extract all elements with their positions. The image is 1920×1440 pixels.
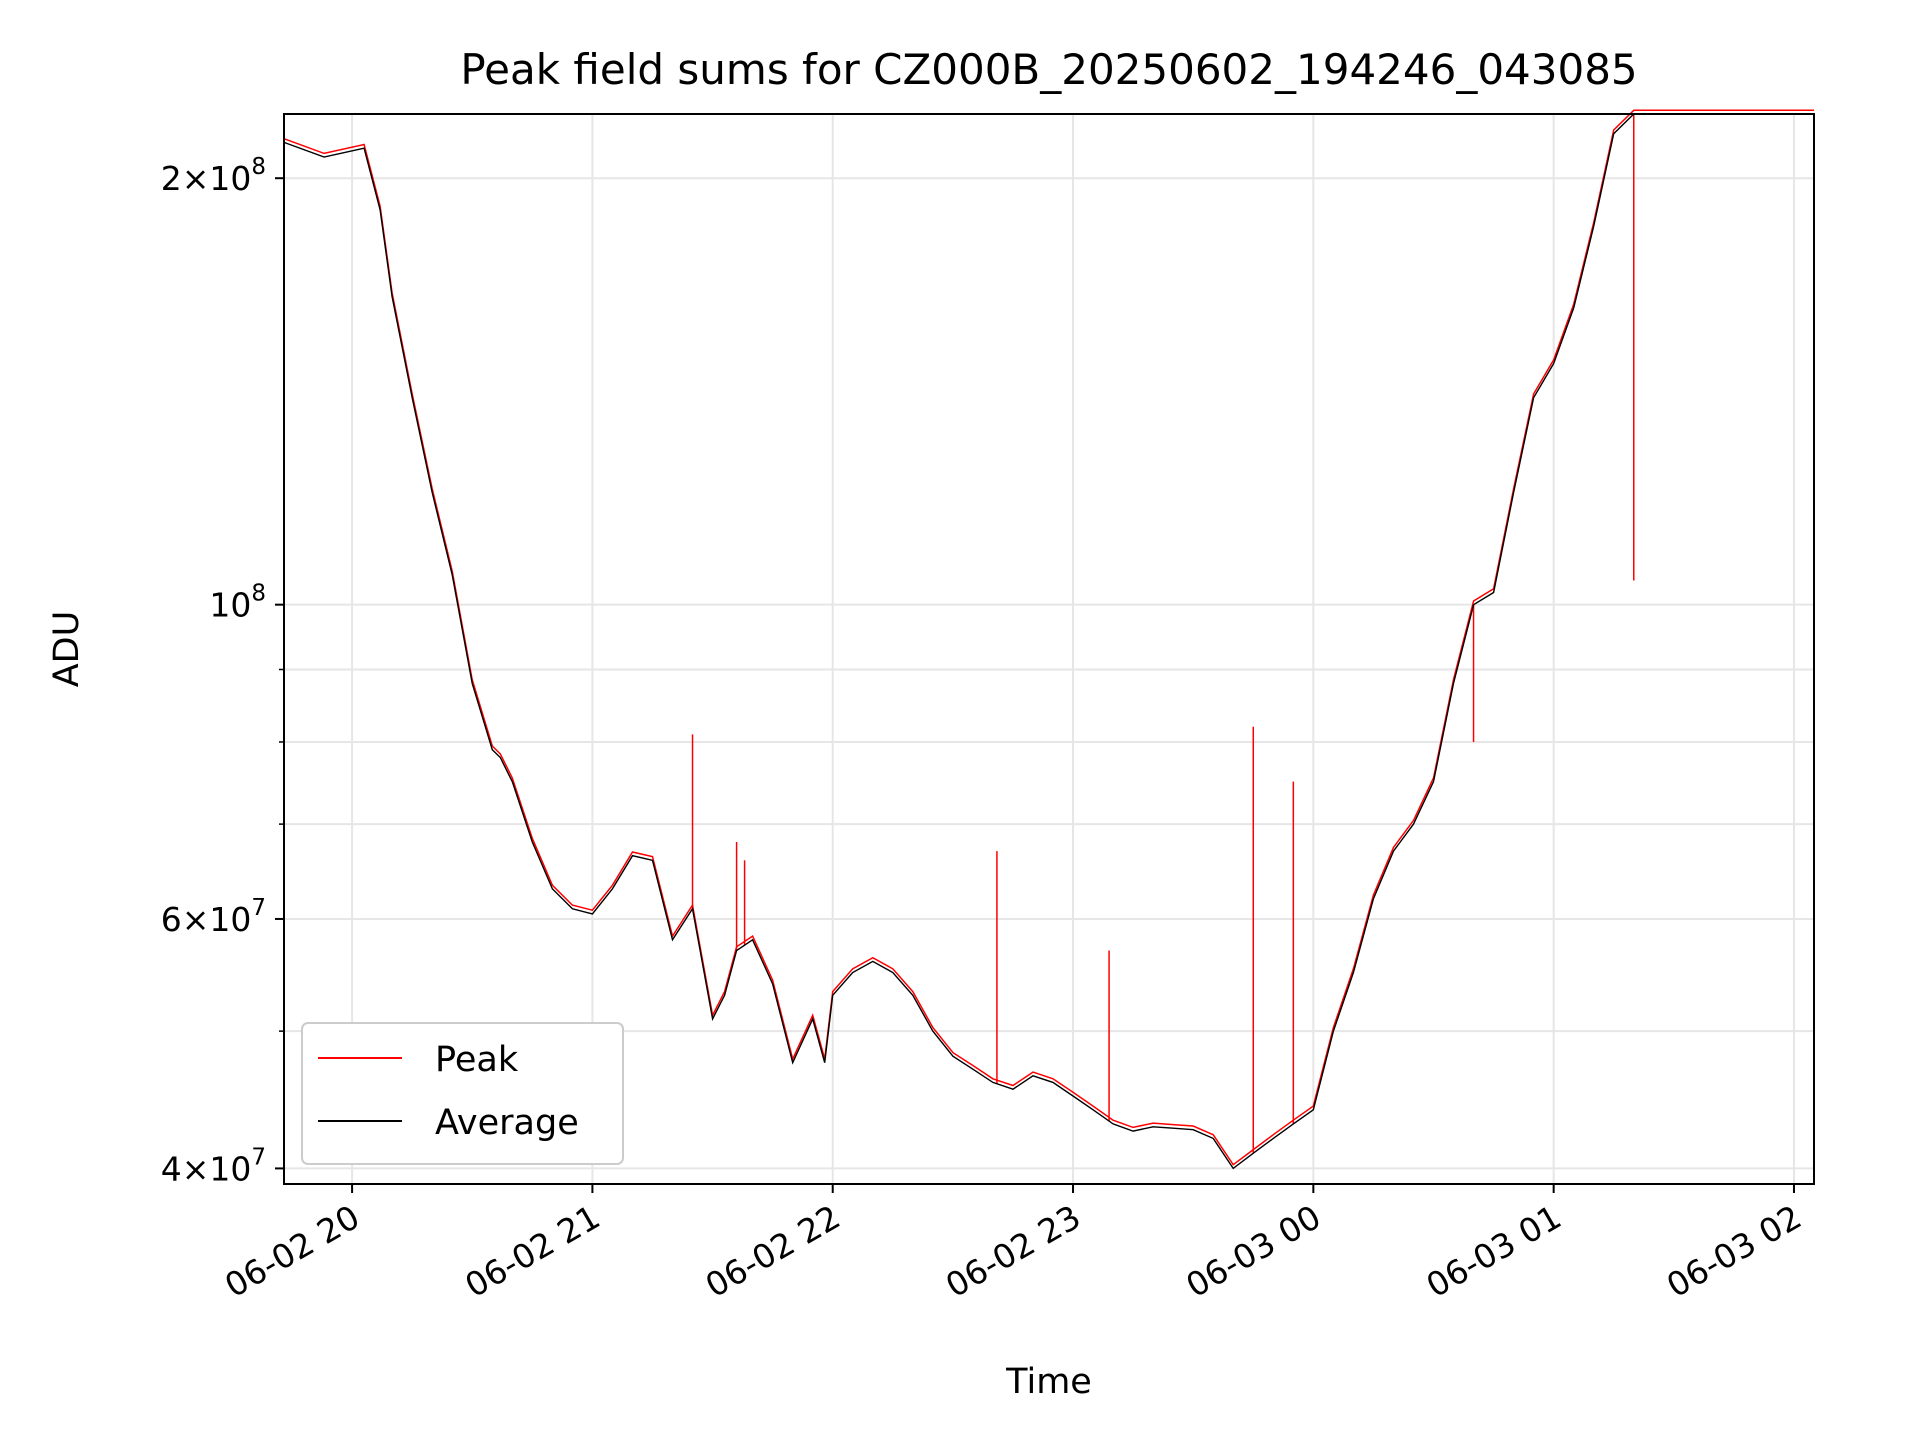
y-tick-label: 108: [209, 581, 266, 625]
plot-frame: [283, 113, 1815, 1185]
y-tick-base: 2×10: [161, 159, 252, 198]
x-tick-label: 06-02 22: [699, 1197, 847, 1305]
y-tick-label: 6×107: [161, 895, 266, 939]
y-tick-base: 4×10: [161, 1149, 252, 1188]
series-layer: [283, 109, 1814, 1170]
legend-label-peak: Peak: [435, 1040, 519, 1080]
x-tick-label: 06-03 01: [1420, 1197, 1568, 1305]
series-line-average: [283, 113, 1814, 1170]
y-axis-label: ADU: [47, 611, 87, 688]
x-axis-label: Time: [1005, 1362, 1092, 1402]
y-tick-base: 10: [209, 586, 251, 625]
grid: [284, 114, 1814, 1184]
legend: Peak Average: [301, 1022, 624, 1165]
y-tick-label: 2×108: [161, 154, 266, 198]
y-tick-exponent: 8: [251, 581, 266, 607]
legend-label-average: Average: [435, 1103, 579, 1143]
y-tick-base: 6×10: [161, 900, 252, 939]
y-tick-exponent: 7: [251, 895, 266, 921]
x-tick-label: 06-02 21: [458, 1197, 606, 1305]
y-tick-label: 4×107: [161, 1144, 266, 1188]
x-tick-label: 06-03 02: [1660, 1197, 1808, 1305]
series-line-peak: [283, 109, 1814, 1166]
x-tick-label: 06-03 00: [1179, 1197, 1327, 1305]
y-tick-exponent: 7: [251, 1144, 266, 1170]
y-tick-exponent: 8: [251, 154, 266, 180]
x-tick-label: 06-02 23: [939, 1197, 1087, 1305]
x-tick-label: 06-02 20: [218, 1197, 366, 1305]
x-axis-ticks: 06-02 20 06-02 21 06-02 22 06-02 23 06-03 00…: [218, 1184, 1808, 1305]
chart-title: Peak field sums for CZ000B_20250602_1942…: [460, 45, 1637, 94]
